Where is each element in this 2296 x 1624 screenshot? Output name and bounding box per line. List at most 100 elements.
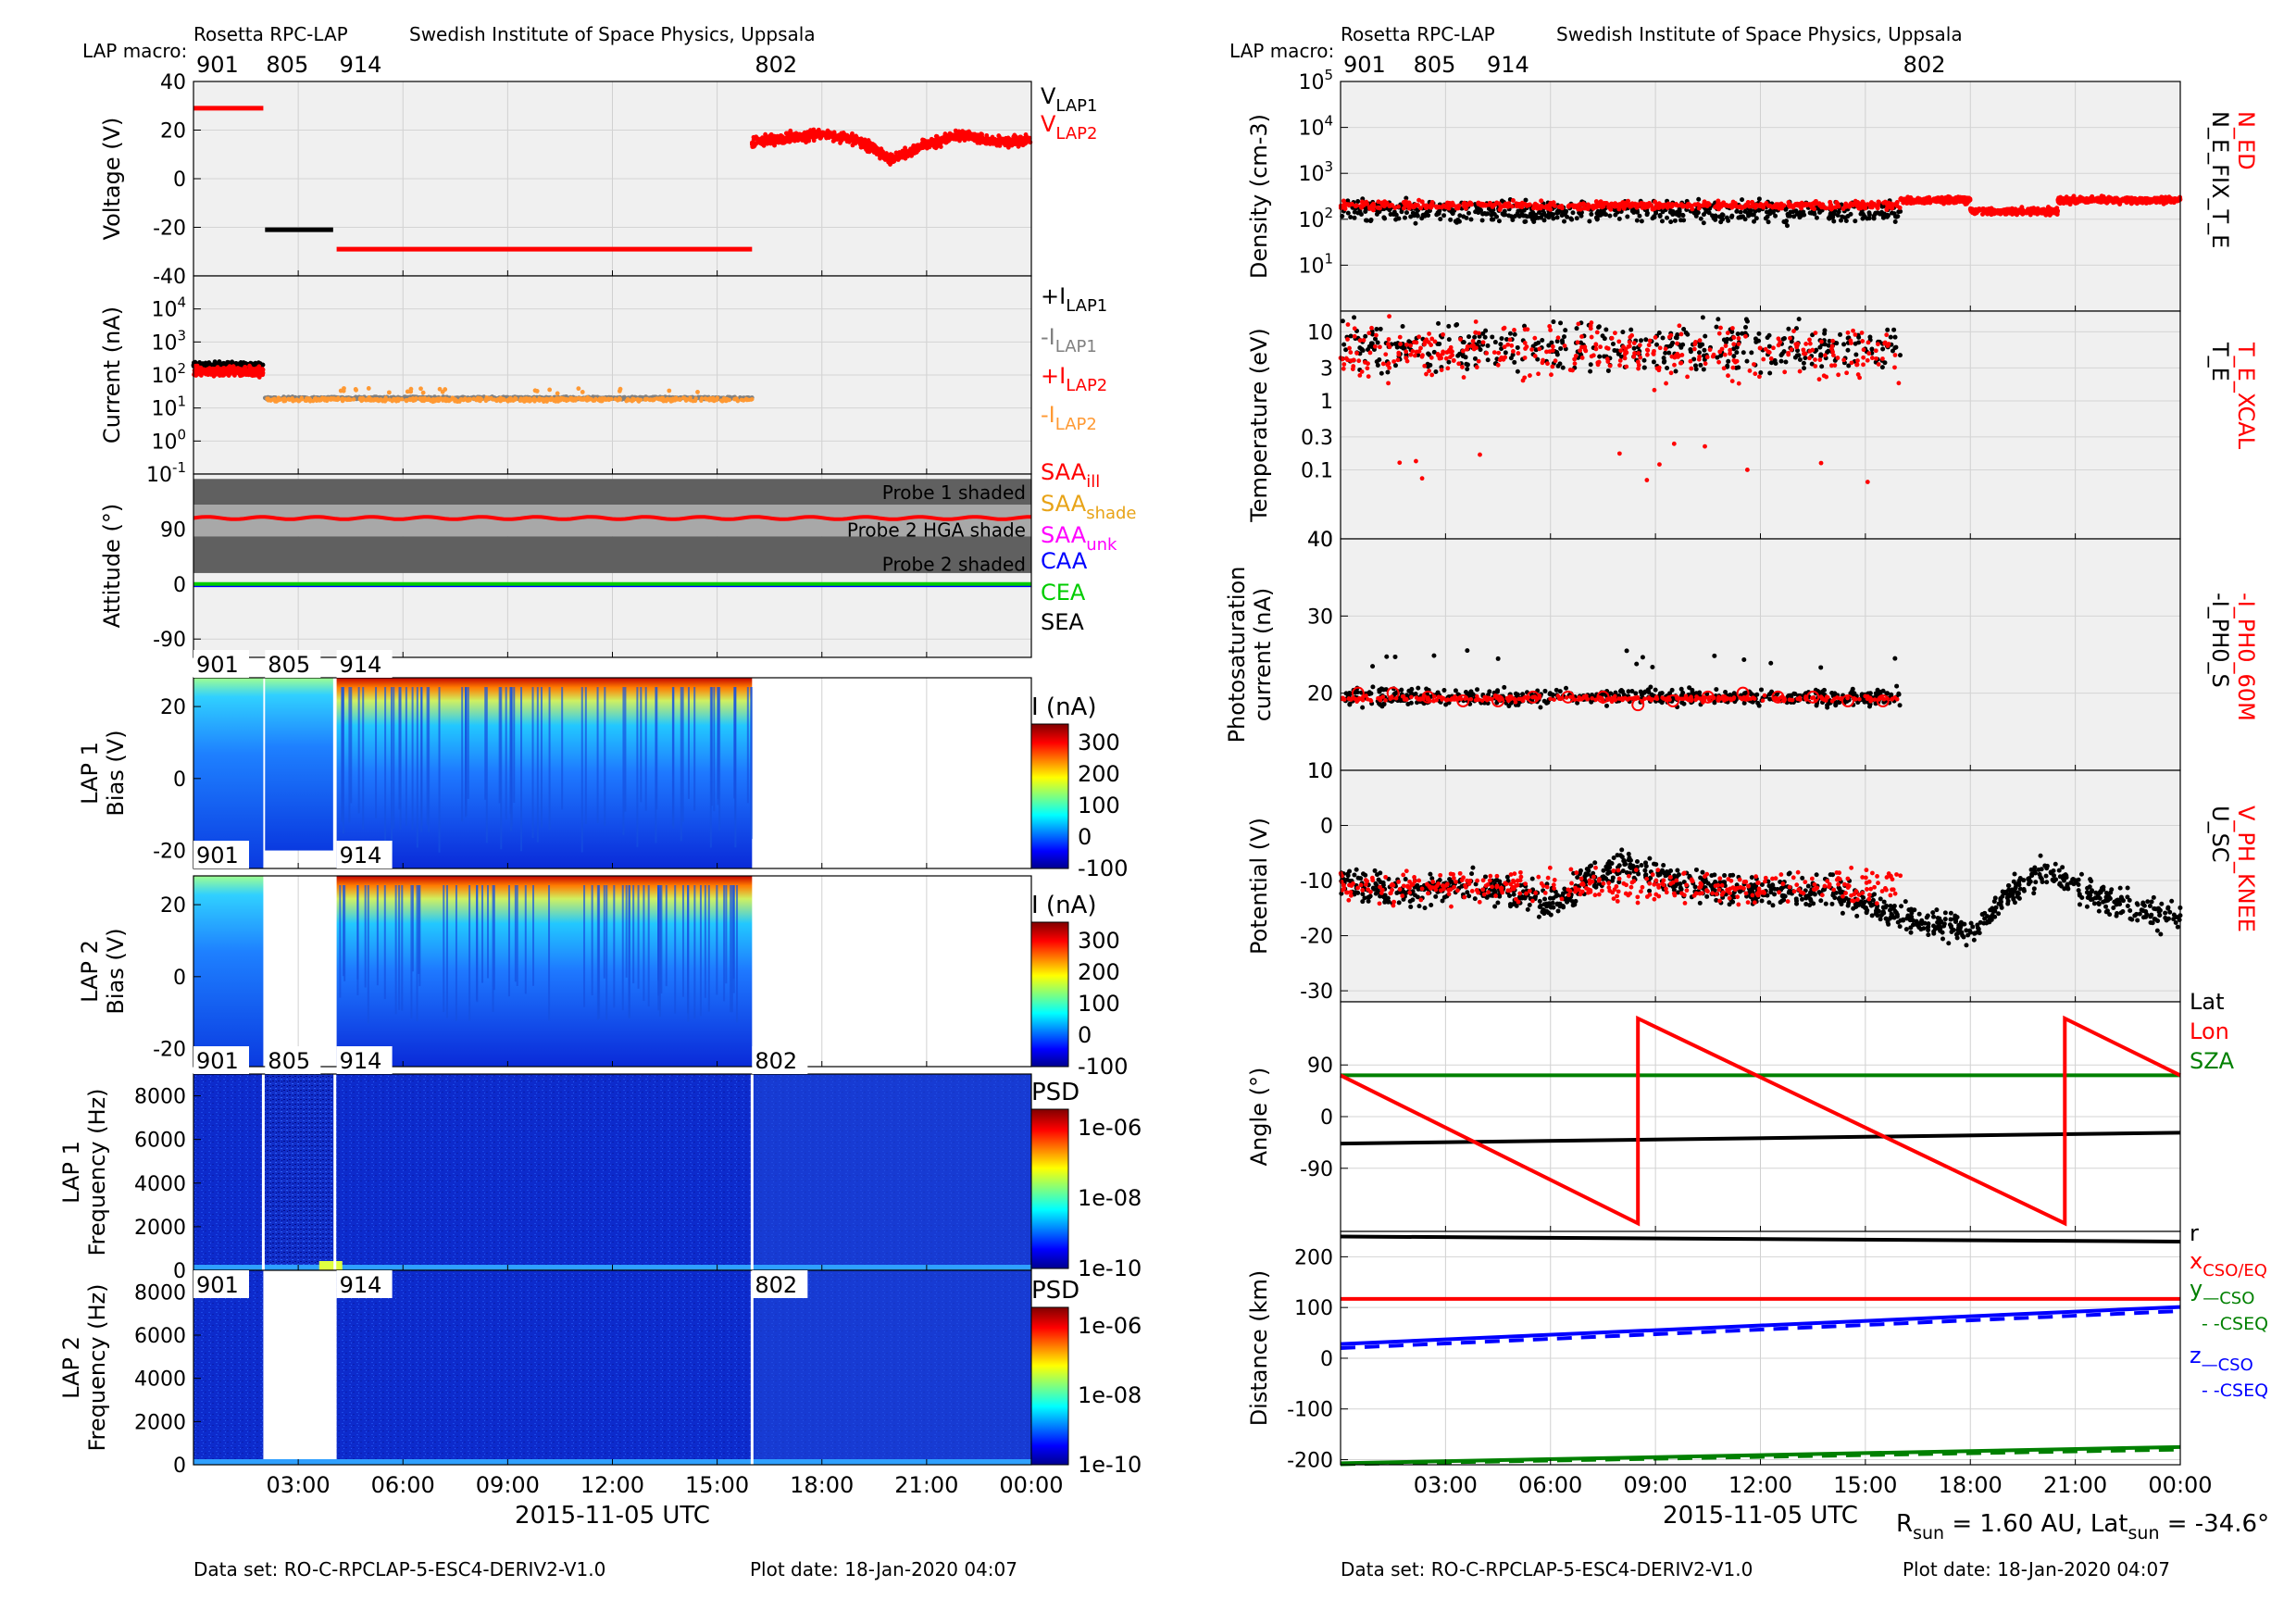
- data-point: [420, 390, 426, 395]
- sweep-streak: [367, 885, 369, 1024]
- data-point: [547, 387, 553, 393]
- data-point: [443, 397, 447, 403]
- y-axis-label: Frequency (Hz): [84, 1284, 110, 1452]
- data-point: [429, 398, 433, 404]
- sweep-streak: [657, 885, 660, 981]
- data-point: [299, 395, 305, 401]
- data-point: [1005, 142, 1011, 147]
- data-point: [1595, 213, 1601, 219]
- macro-box-label: 901: [196, 1272, 239, 1298]
- tick-base: 10: [151, 299, 177, 322]
- data-point: [1843, 202, 1849, 207]
- data-point: [1381, 215, 1387, 220]
- data-point: [1892, 219, 1898, 225]
- legend-v-lap2-sub: LAP2: [1055, 124, 1097, 144]
- y-tick-label: 20: [160, 894, 186, 918]
- sweep-streak: [750, 687, 753, 836]
- data-point: [1701, 212, 1706, 218]
- data-point: [1489, 217, 1494, 222]
- data-point: [1541, 218, 1547, 223]
- data-point: [1549, 212, 1554, 218]
- data-point: [1527, 202, 1532, 207]
- y-tick-label: -20: [153, 841, 186, 864]
- data-point: [1607, 213, 1613, 219]
- legend-minus-i-lap1: -ILAP1: [1041, 324, 1097, 356]
- data-point: [1487, 200, 1492, 206]
- data-point: [1888, 203, 1893, 208]
- sweep-streak: [531, 687, 534, 839]
- data-point: [205, 369, 209, 374]
- macro-box-label: 901: [196, 1048, 239, 1074]
- data-point: [1756, 196, 1762, 202]
- data-point: [1866, 212, 1872, 218]
- data-point: [1801, 202, 1806, 207]
- data-point: [1651, 206, 1656, 211]
- data-point: [1413, 220, 1418, 226]
- data-point: [942, 137, 947, 143]
- sweep-streak: [687, 885, 690, 1022]
- instrument-title: Rosetta RPC-LAP: [1341, 23, 1495, 45]
- data-point: [1767, 203, 1773, 208]
- data-point: [1476, 210, 1481, 216]
- data-point: [1891, 202, 1897, 207]
- data-point: [216, 369, 221, 374]
- legend-plus-i-lap2: +ILAP2: [1041, 363, 1107, 395]
- data-point: [1522, 201, 1528, 206]
- sweep-streak: [598, 885, 601, 1019]
- data-point: [1784, 223, 1790, 229]
- tick-base: 10: [1298, 71, 1324, 94]
- x-tick-label: 21:00: [894, 1472, 958, 1498]
- data-point: [706, 396, 711, 402]
- data-point: [792, 138, 797, 144]
- macro-marker-805: 805: [1414, 52, 1456, 78]
- macro-box-label: 914: [340, 1048, 382, 1074]
- sweep-streak: [455, 885, 457, 1021]
- data-point: [1652, 214, 1657, 219]
- sweep-streak: [730, 885, 733, 1013]
- y-axis-label: Current (nA): [99, 306, 125, 443]
- sweep-streak: [734, 687, 737, 848]
- data-point: [1828, 199, 1833, 205]
- data-point: [1862, 205, 1867, 210]
- sweep-streak: [350, 687, 353, 804]
- data-point: [1748, 204, 1753, 209]
- data-point: [270, 397, 276, 402]
- sweep-streak: [643, 885, 645, 1002]
- data-point: [1728, 214, 1734, 219]
- data-point: [1777, 206, 1782, 211]
- sweep-901: [193, 678, 264, 868]
- sweep-streak: [398, 687, 401, 810]
- data-point: [1826, 215, 1831, 220]
- colorbar-tick: 1e-10: [1078, 1452, 1142, 1478]
- data-point: [1510, 217, 1516, 222]
- data-point: [650, 397, 655, 402]
- data-point: [1773, 213, 1778, 219]
- data-point: [768, 134, 774, 140]
- data-point: [960, 136, 965, 141]
- data-point: [1001, 141, 1006, 146]
- sweep-streak: [736, 885, 739, 1023]
- sweep-streak: [393, 687, 395, 829]
- legend-saa-shade-sub: shade: [1086, 504, 1136, 523]
- data-point: [1869, 200, 1875, 206]
- legend-saa-ill-main: SAA: [1041, 459, 1087, 485]
- data-point: [1713, 214, 1718, 219]
- data-point: [366, 386, 371, 391]
- data-point: [1532, 201, 1538, 206]
- colorbar-tick: -100: [1078, 856, 1128, 881]
- data-point: [1828, 205, 1833, 210]
- data-point: [929, 143, 934, 147]
- sweep-streak: [411, 687, 414, 831]
- data-point: [341, 388, 346, 394]
- sweep-streak: [536, 687, 539, 843]
- macro-label: LAP macro:: [82, 40, 187, 62]
- data-point: [863, 138, 868, 144]
- data-point: [851, 139, 856, 144]
- sweep-streak: [418, 885, 421, 987]
- data-point: [1462, 200, 1467, 206]
- colorbar-tick: 1e-08: [1078, 1382, 1142, 1408]
- data-point: [1565, 214, 1570, 219]
- data-point: [1748, 207, 1753, 213]
- data-point: [816, 129, 821, 134]
